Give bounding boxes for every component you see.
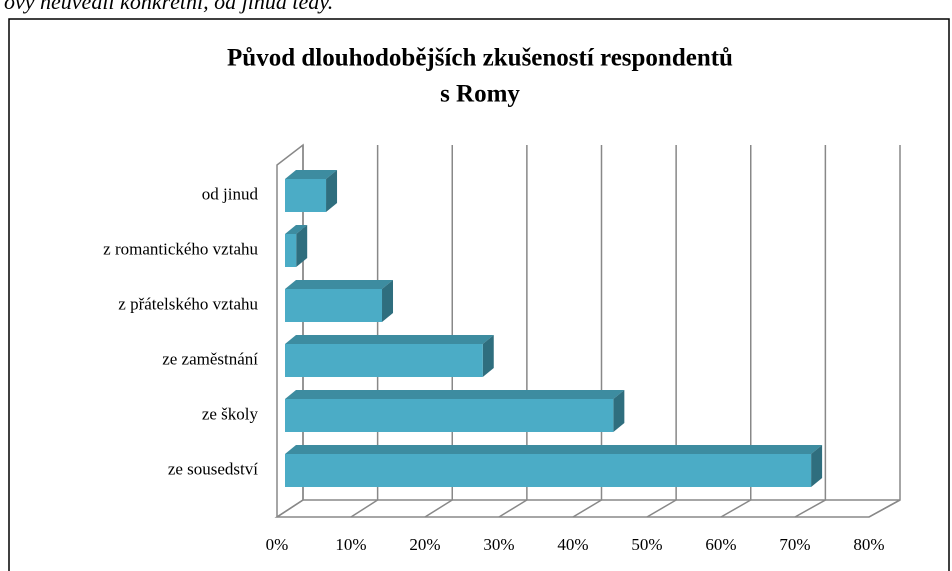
y-tick-label: ze školy — [202, 404, 259, 423]
grid-line — [572, 145, 603, 518]
x-tick-label: 0% — [266, 535, 289, 554]
bar-face — [285, 399, 614, 432]
grid-line — [646, 145, 677, 518]
bar-face — [285, 335, 494, 344]
x-tick-label: 80% — [853, 535, 884, 554]
chart-title: s Romy — [440, 81, 520, 108]
grid-line — [350, 145, 379, 518]
x-tick-label: 20% — [409, 535, 440, 554]
bar-face — [285, 234, 297, 267]
bar — [285, 170, 338, 212]
x-tick-label: 60% — [705, 535, 736, 554]
bar-face — [296, 225, 308, 267]
y-tick-label: ze sousedství — [168, 459, 258, 478]
x-tick-label: 70% — [779, 535, 810, 554]
bar-face — [326, 170, 338, 212]
bar — [285, 335, 494, 377]
x-tick-label: 40% — [557, 535, 588, 554]
y-tick-label: z přátelského vztahu — [118, 294, 258, 313]
bar-face — [285, 289, 383, 322]
bar-face — [285, 225, 308, 234]
bar — [285, 225, 308, 267]
cut-off-text: ovy neuvedli konkrétní, od jinud tedy. — [4, 0, 333, 14]
grid-line — [498, 145, 528, 518]
y-tick-label: od jinud — [202, 184, 259, 203]
grid-line — [868, 145, 901, 518]
y-tick-label: z romantického vztahu — [103, 239, 258, 258]
bar-face — [285, 170, 338, 179]
bar-face — [482, 335, 494, 377]
chart-frame — [8, 18, 950, 571]
grid-line — [794, 145, 827, 518]
bar — [285, 390, 625, 432]
bar-face — [285, 390, 625, 399]
x-tick-label: 50% — [631, 535, 662, 554]
bar-face — [382, 280, 394, 322]
chart-title: Původ dlouhodobějších zkušeností respond… — [227, 45, 733, 72]
x-tick-label: 10% — [335, 535, 366, 554]
bar-face — [613, 390, 625, 432]
x-tick-label: 30% — [483, 535, 514, 554]
bar-face — [285, 454, 812, 487]
y-tick-label: ze zaměstnání — [162, 349, 258, 368]
bar-face — [285, 179, 327, 212]
grid-line — [276, 145, 304, 518]
bar — [285, 445, 823, 487]
bar-face — [811, 445, 823, 487]
bar-face — [285, 280, 394, 289]
bar-face — [285, 445, 823, 454]
bar — [285, 280, 394, 322]
grid-line — [424, 145, 453, 518]
bar-face — [285, 344, 483, 377]
grid-line — [720, 145, 752, 518]
